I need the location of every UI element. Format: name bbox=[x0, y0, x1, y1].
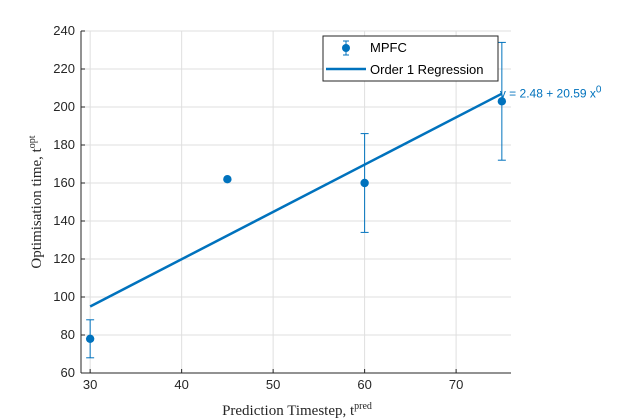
y-tick-label: 160 bbox=[53, 175, 75, 190]
series-layer bbox=[85, 41, 507, 359]
y-axis-label-sup: opt bbox=[27, 135, 38, 148]
y-tick-label: 120 bbox=[53, 251, 75, 266]
y-tick-label: 80 bbox=[61, 327, 75, 342]
legend: MPFC Order 1 Regression bbox=[322, 35, 499, 82]
data-point bbox=[360, 178, 369, 188]
legend-label-regression: Order 1 Regression bbox=[370, 62, 483, 77]
y-tick-label: 60 bbox=[61, 365, 75, 380]
x-tick-label: 60 bbox=[357, 377, 371, 392]
regression-line bbox=[89, 92, 503, 308]
data-point bbox=[497, 97, 507, 106]
data-point bbox=[223, 175, 232, 184]
x-tick-label: 50 bbox=[266, 377, 280, 392]
y-tick-label: 200 bbox=[53, 99, 75, 114]
x-axis-label-sup: pred bbox=[354, 401, 372, 412]
regression-equation-sup: 0 bbox=[596, 85, 602, 96]
grid bbox=[81, 30, 511, 374]
y-axis-label: Optimisation time, topt bbox=[27, 135, 45, 268]
axes bbox=[80, 30, 511, 374]
data-point bbox=[85, 334, 95, 343]
y-tick-label: 180 bbox=[53, 137, 75, 152]
y-tick-label: 220 bbox=[53, 61, 75, 76]
y-tick-label: 100 bbox=[53, 289, 75, 304]
tick-labels: 30 40 50 60 70 60 80 100 120 140 160 180 200 220 240 bbox=[53, 23, 463, 392]
x-tick-label: 30 bbox=[83, 377, 97, 392]
y-tick-label: 140 bbox=[53, 213, 75, 228]
regression-equation-annotation: y = 2.48 + 20.59 x0 bbox=[500, 85, 602, 101]
x-tick-label: 70 bbox=[449, 377, 463, 392]
legend-box bbox=[322, 35, 499, 82]
legend-marker-mpfc bbox=[342, 44, 350, 52]
y-tick-label: 240 bbox=[53, 23, 75, 38]
x-tick-label: 40 bbox=[174, 377, 188, 392]
legend-label-mpfc: MPFC bbox=[370, 40, 407, 55]
x-axis-label: Prediction Timestep, tpred bbox=[222, 401, 372, 419]
